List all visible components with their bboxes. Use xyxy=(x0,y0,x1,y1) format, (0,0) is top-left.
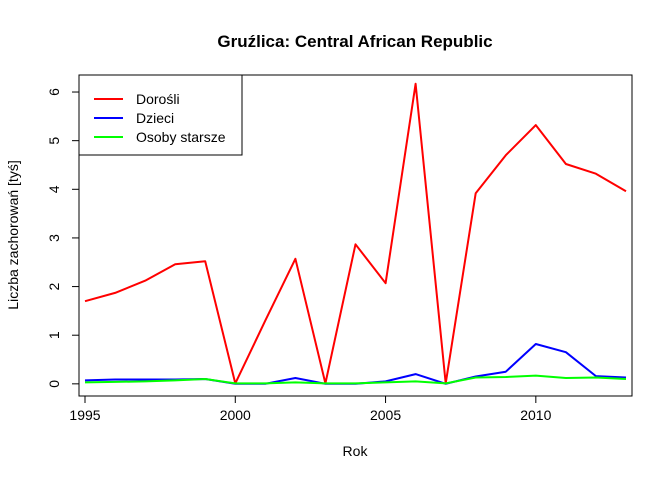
legend-label-series-1: Dzieci xyxy=(136,110,174,126)
x-tick-label: 2005 xyxy=(370,407,401,423)
legend: Dorośli Dzieci Osoby starsze xyxy=(78,74,243,156)
series-lines xyxy=(84,82,627,385)
series-line-0 xyxy=(84,82,627,385)
legend-label-series-2: Osoby starsze xyxy=(136,129,226,145)
y-tick-label: 0 xyxy=(46,380,62,388)
y-tick-label: 3 xyxy=(46,234,62,242)
legend-box xyxy=(78,74,243,156)
chart-title: Gruźlica: Central African Republic xyxy=(217,32,492,51)
y-tick-label: 1 xyxy=(46,331,62,339)
series-line-1 xyxy=(84,343,627,385)
x-axis: 1995 2000 2005 2010 xyxy=(69,395,552,423)
x-tick-label: 2000 xyxy=(220,407,251,423)
x-tick-label: 2010 xyxy=(520,407,551,423)
x-tick-label: 1995 xyxy=(69,407,100,423)
y-tick-label: 6 xyxy=(46,88,62,96)
x-axis-label: Rok xyxy=(343,443,369,459)
y-tick-label: 4 xyxy=(46,185,62,193)
series-line-2 xyxy=(84,374,627,385)
y-tick-label: 2 xyxy=(46,282,62,290)
y-tick-label: 5 xyxy=(46,137,62,145)
y-axis: 0 1 2 3 4 5 6 xyxy=(46,88,80,388)
legend-label-series-0: Dorośli xyxy=(136,91,180,107)
y-axis-label: Liczba zachorowań [tyś] xyxy=(5,160,21,309)
